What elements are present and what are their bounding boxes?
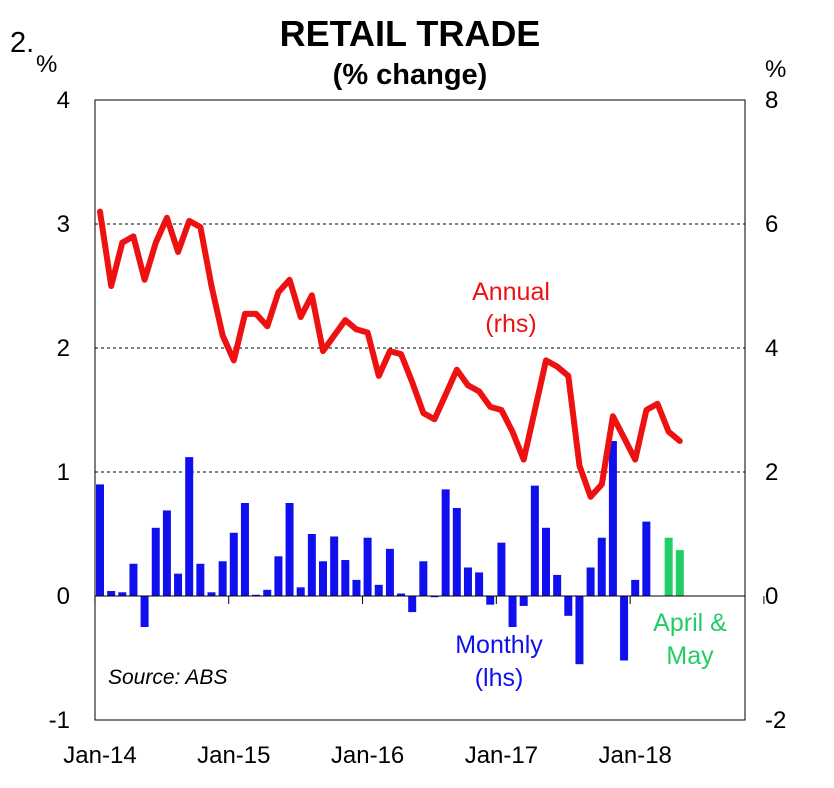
- monthly-bar: [296, 587, 305, 596]
- monthly-label-line1: Monthly: [455, 631, 543, 659]
- monthly-bar: [597, 537, 606, 596]
- left-axis-labels: -1 0 1 2 3 4: [49, 87, 70, 734]
- monthly-bar: [385, 548, 394, 596]
- annual-line: [97, 208, 683, 500]
- monthly-bar: [419, 561, 428, 596]
- monthly-bar: [441, 489, 450, 596]
- monthly-bar: [408, 596, 417, 613]
- monthly-bar: [240, 503, 249, 596]
- monthly-bar: [107, 591, 116, 596]
- x-axis-labels: Jan-14 Jan-15 Jan-16 Jan-17 Jan-18: [63, 742, 672, 769]
- right-axis-label: -2: [765, 707, 786, 734]
- left-axis-label: 0: [57, 583, 70, 610]
- right-axis-label: 8: [765, 87, 778, 114]
- monthly-bar: [497, 542, 506, 596]
- monthly-bar: [285, 503, 294, 596]
- monthly-bar: [319, 561, 327, 596]
- monthly-bar: [508, 596, 517, 627]
- monthly-bar: [430, 596, 439, 598]
- figure-number: 2.: [10, 27, 34, 59]
- monthly-bar: [341, 560, 350, 596]
- monthly-bar: [185, 457, 194, 596]
- monthly-bar: [174, 573, 183, 596]
- monthly-bar: [252, 594, 261, 596]
- left-axis-label: -1: [49, 707, 70, 734]
- monthly-bar: [463, 567, 472, 596]
- gridlines: [95, 223, 745, 473]
- monthly-bar: [586, 567, 595, 596]
- monthly-bar: [575, 596, 584, 665]
- annual-label-line2: (rhs): [485, 310, 536, 338]
- monthly-bar: [397, 593, 406, 596]
- monthly-bar: [553, 574, 562, 596]
- right-axis-labels: -2 0 2 4 6 8: [765, 87, 786, 734]
- chart-title: RETAIL TRADE: [280, 13, 541, 54]
- x-axis-label: Jan-14: [63, 742, 136, 769]
- monthly-bar: [631, 579, 640, 596]
- monthly-bar: [642, 521, 651, 596]
- plot-area-frame: [94, 99, 746, 721]
- monthly-bar: [229, 532, 238, 596]
- april-may-bar: [675, 550, 684, 596]
- right-axis-label: 4: [765, 335, 778, 362]
- monthly-bar: [118, 592, 127, 596]
- monthly-bar: [564, 596, 573, 616]
- x-axis-label: Jan-18: [599, 742, 672, 769]
- x-axis-ticks: [94, 596, 765, 604]
- x-axis-label: Jan-15: [197, 742, 270, 769]
- monthly-bar: [140, 596, 149, 627]
- monthly-bar: [352, 579, 361, 596]
- monthly-bar: [620, 596, 629, 661]
- left-axis-label: 4: [57, 87, 70, 114]
- right-axis-label: 2: [765, 459, 778, 486]
- monthly-bar: [374, 584, 383, 596]
- monthly-bar: [162, 510, 171, 596]
- monthly-bar: [363, 537, 372, 596]
- x-axis-label: Jan-16: [331, 742, 404, 769]
- monthly-bar: [151, 527, 160, 596]
- monthly-bar: [307, 534, 316, 596]
- left-axis-label: 1: [57, 459, 70, 486]
- monthly-bar: [263, 589, 272, 596]
- left-axis-label: 3: [57, 211, 70, 238]
- monthly-bars: [96, 441, 651, 665]
- monthly-bar: [452, 507, 461, 596]
- monthly-bar: [196, 563, 205, 596]
- monthly-bar: [218, 561, 227, 596]
- monthly-bar: [96, 484, 104, 596]
- april-may-label-line1: April &: [653, 609, 727, 637]
- monthly-bar: [330, 536, 339, 596]
- april-may-bars: [664, 537, 684, 596]
- monthly-label-line2: (lhs): [475, 664, 524, 692]
- monthly-bar: [542, 527, 550, 596]
- april-may-label-line2: May: [666, 642, 714, 670]
- monthly-bar: [486, 596, 495, 605]
- monthly-bar: [530, 485, 539, 596]
- april-may-bar: [664, 537, 673, 596]
- source-note: Source: ABS: [108, 666, 227, 689]
- monthly-bar: [274, 556, 283, 596]
- right-axis-label: 6: [765, 211, 778, 238]
- chart-subtitle: (% change): [333, 59, 488, 91]
- right-axis-label: 0: [765, 583, 778, 610]
- annual-label-line1: Annual: [472, 278, 550, 306]
- x-axis-label: Jan-17: [465, 742, 538, 769]
- monthly-bar: [519, 596, 528, 606]
- monthly-bar: [475, 572, 484, 596]
- right-axis-unit: %: [765, 56, 786, 83]
- monthly-bar: [129, 563, 138, 596]
- monthly-bar: [207, 592, 216, 596]
- left-axis-label: 2: [57, 335, 70, 362]
- monthly-bar: [608, 441, 617, 596]
- left-axis-unit: %: [36, 51, 57, 78]
